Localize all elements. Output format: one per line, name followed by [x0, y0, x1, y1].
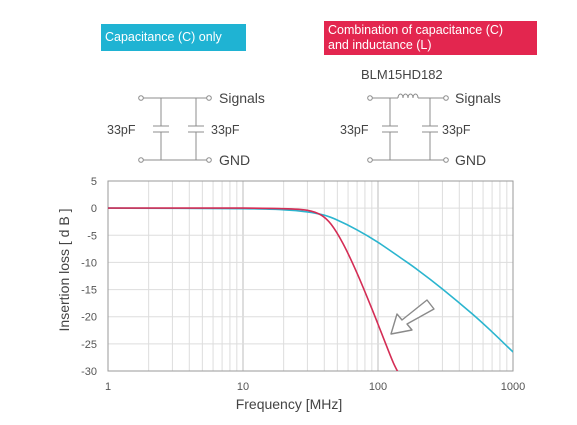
x-tick-label: 1 — [105, 381, 111, 393]
circuit-capacitance-inductance — [367, 93, 449, 163]
capacitor-right-label: 33pF — [211, 123, 240, 137]
y-tick-label: -10 — [81, 257, 97, 269]
y-tick-labels: 5 0 -5 -10 -15 -20 -25 -30 — [81, 176, 97, 378]
gnd-label: GND — [219, 152, 250, 168]
capacitor-right-label: 33pF — [442, 123, 471, 137]
gnd-label: GND — [455, 152, 486, 168]
signals-label: Signals — [219, 90, 265, 106]
chart-grid — [108, 180, 513, 372]
annotation-arrow-icon — [390, 299, 435, 335]
terminal-node — [138, 95, 144, 101]
terminal-node — [367, 157, 373, 163]
capacitance-only-badge-label: Capacitance (C) only — [105, 30, 222, 44]
signals-label: Signals — [455, 90, 501, 106]
terminal-node — [206, 157, 212, 163]
y-tick-label: 5 — [91, 176, 97, 188]
chart-series — [108, 207, 513, 371]
combination-badge-line1: Combination of capacitance (C) — [328, 23, 504, 37]
insertion-loss-chart: 5 0 -5 -10 -15 -20 -25 -30 1 10 100 1000 Insertion… — [56, 176, 525, 412]
capacitor-left-label: 33pF — [340, 123, 369, 137]
circuit-capacitance-only — [138, 95, 212, 163]
x-tick-label: 10 — [237, 381, 249, 393]
terminal-node — [443, 157, 449, 163]
x-tick-label: 100 — [369, 381, 387, 393]
inductor-coil — [397, 93, 419, 99]
combination-badge-line2: and inductance (L) — [328, 38, 432, 52]
series-capacitance-only — [108, 207, 513, 353]
terminal-node — [443, 95, 449, 101]
x-tick-labels: 1 10 100 1000 — [105, 381, 525, 393]
capacitor-left-label: 33pF — [107, 123, 136, 137]
terminal-node — [138, 157, 144, 163]
x-axis-label: Frequency [MHz] — [236, 396, 343, 412]
y-tick-label: -15 — [81, 285, 97, 297]
y-axis-label: Insertion loss [ d B ] — [56, 209, 72, 332]
plot-frame — [107, 180, 514, 372]
terminal-node — [206, 95, 212, 101]
y-tick-label: -5 — [87, 230, 97, 242]
y-tick-label: -20 — [81, 312, 97, 324]
x-tick-label: 1000 — [501, 381, 525, 393]
terminal-node — [367, 95, 373, 101]
y-tick-label: 0 — [91, 203, 97, 215]
y-tick-label: -30 — [81, 366, 97, 378]
y-tick-label: -25 — [81, 339, 97, 351]
part-number-label: BLM15HD182 — [361, 67, 443, 82]
series-capacitance-and-inductance — [108, 207, 399, 371]
combination-badge: Combination of capacitance (C) and induc… — [324, 21, 537, 55]
capacitance-only-badge: Capacitance (C) only — [101, 24, 246, 51]
